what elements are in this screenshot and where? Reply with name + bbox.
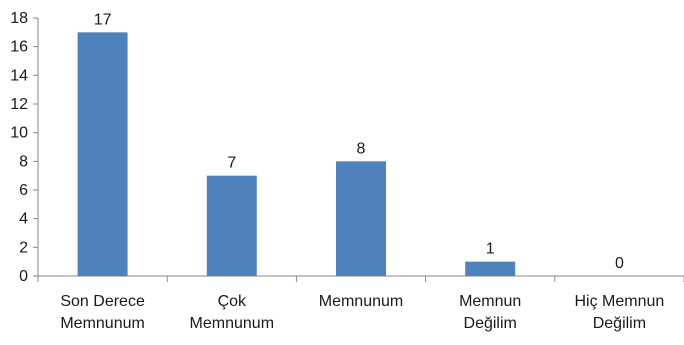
y-tick-label: 8 <box>19 153 28 170</box>
y-tick-label: 6 <box>19 182 28 199</box>
x-tick-label-line: Memnunum <box>60 315 144 332</box>
y-tick-label: 2 <box>19 239 28 256</box>
y-tick-label: 0 <box>19 268 28 285</box>
data-label: 17 <box>94 11 112 28</box>
bar <box>336 161 386 276</box>
x-tick-label: Hiç Memnun Değilim <box>574 293 664 332</box>
y-tick-label: 4 <box>19 211 28 228</box>
bar <box>78 32 128 276</box>
x-tick-label-line: Memnun <box>459 293 521 310</box>
x-tick-label-line: Memnunum <box>319 293 403 310</box>
y-tick-label: 16 <box>10 39 28 56</box>
bar <box>207 176 257 276</box>
y-tick-label: 14 <box>10 67 28 84</box>
data-label: 0 <box>615 255 624 272</box>
x-tick-label: Memnun Değilim <box>459 293 521 332</box>
y-tick-label: 18 <box>10 10 28 27</box>
x-tick-label-line: Son Derece <box>60 293 145 310</box>
x-tick-label: Çok Memnunum <box>190 293 274 332</box>
x-axis-labels: Son Derece Memnunum Çok Memnunum Memnunum Mem… <box>60 293 664 332</box>
x-tick-label-line: Değilim <box>593 315 646 332</box>
data-label: 7 <box>227 155 236 172</box>
y-tick-label: 10 <box>10 125 28 142</box>
bar-series <box>78 32 516 276</box>
x-tick-label: Memnunum <box>319 293 403 310</box>
x-tick-label: Son Derece Memnunum <box>60 293 145 332</box>
x-tick-label-line: Çok <box>218 293 247 310</box>
data-label: 1 <box>486 241 495 258</box>
bar <box>465 262 515 276</box>
data-label: 8 <box>357 140 366 157</box>
y-tick-label: 12 <box>10 96 28 113</box>
x-tick-label-line: Memnunum <box>190 315 274 332</box>
x-tick-label-line: Değilim <box>464 315 517 332</box>
y-axis-ticks: 0 2 4 6 8 10 12 14 16 18 <box>10 10 38 285</box>
x-tick-label-line: Hiç Memnun <box>574 293 664 310</box>
